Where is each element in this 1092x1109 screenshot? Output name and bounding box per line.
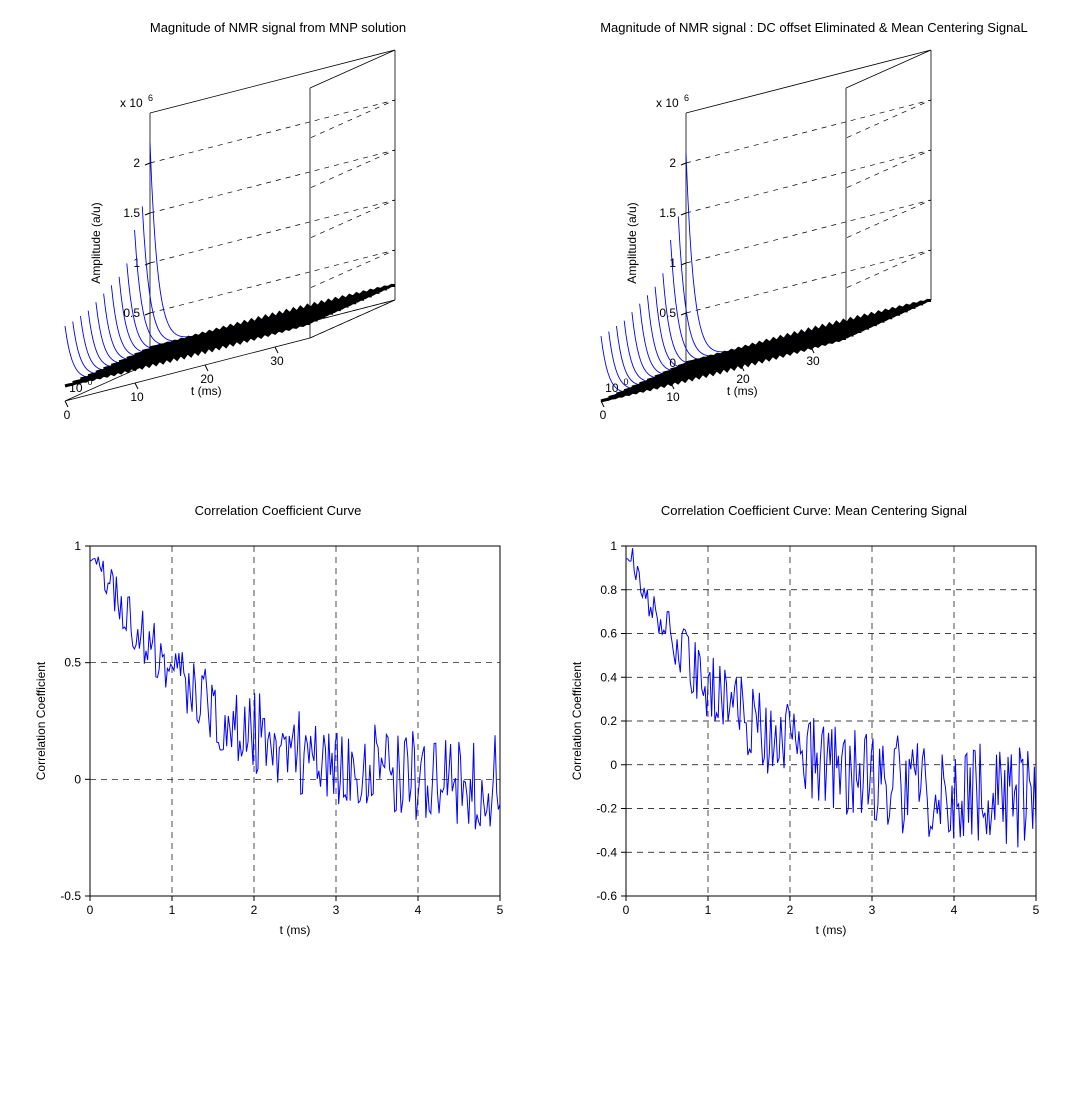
svg-text:t (ms): t (ms): [191, 384, 222, 398]
svg-text:3: 3: [333, 903, 340, 917]
svg-text:-0.6: -0.6: [596, 889, 617, 903]
chart-3d-left: 010203010000.511.52x 106t (ms)MNP concen…: [20, 43, 520, 443]
svg-text:2: 2: [669, 156, 676, 170]
svg-text:1: 1: [74, 539, 81, 553]
svg-text:4: 4: [951, 903, 958, 917]
svg-text:Correlation Coefficient: Correlation Coefficient: [570, 661, 584, 780]
chart-title: Correlation Coefficient Curve: [20, 503, 536, 518]
svg-text:10: 10: [130, 390, 144, 404]
svg-text:0: 0: [600, 408, 607, 422]
svg-text:1: 1: [169, 903, 176, 917]
svg-text:30: 30: [270, 354, 284, 368]
svg-text:1.5: 1.5: [659, 206, 676, 220]
panel-top-left: Magnitude of NMR signal from MNP solutio…: [20, 20, 536, 443]
chart-3d-right: 010203010000.511.52x 106t (ms)MNP concen…: [556, 43, 1056, 443]
svg-text:Amplitude (a/u): Amplitude (a/u): [89, 202, 103, 283]
svg-text:0.4: 0.4: [600, 670, 617, 684]
svg-text:6: 6: [148, 93, 153, 103]
chart-title: Magnitude of NMR signal from MNP solutio…: [20, 20, 536, 35]
svg-text:2: 2: [251, 903, 258, 917]
svg-text:3: 3: [869, 903, 876, 917]
svg-text:-0.2: -0.2: [596, 802, 617, 816]
svg-text:4: 4: [415, 903, 422, 917]
svg-text:-0.4: -0.4: [596, 845, 617, 859]
panel-bottom-left: Correlation Coefficient Curve 0 1 2 3 4 5 -0.5…: [20, 503, 536, 946]
figure-grid: Magnitude of NMR signal from MNP solutio…: [20, 20, 1072, 946]
panel-top-right: Magnitude of NMR signal : DC offset Elim…: [556, 20, 1072, 443]
panel-bottom-right: Correlation Coefficient Curve: Mean Cent…: [556, 503, 1072, 946]
chart-2d-right: 0 1 2 3 4 5 -0.6 -0.4 -0.2 0 0.2 0.4 0.6 0.8 1 t (ms) Co…: [556, 526, 1056, 946]
svg-text:x 10: x 10: [120, 96, 143, 110]
chart-title: Correlation Coefficient Curve: Mean Cent…: [556, 503, 1072, 518]
svg-text:0: 0: [610, 758, 617, 772]
svg-text:30: 30: [806, 354, 820, 368]
svg-text:t (ms): t (ms): [280, 923, 311, 937]
chart-title: Magnitude of NMR signal : DC offset Elim…: [556, 20, 1072, 35]
svg-text:-0.5: -0.5: [60, 889, 81, 903]
svg-text:Amplitude (a/u): Amplitude (a/u): [625, 202, 639, 283]
svg-text:1: 1: [610, 539, 617, 553]
svg-text:1: 1: [705, 903, 712, 917]
svg-text:0.8: 0.8: [600, 583, 617, 597]
svg-text:0: 0: [624, 377, 629, 387]
svg-text:0: 0: [64, 408, 71, 422]
svg-text:t (ms): t (ms): [727, 384, 758, 398]
svg-text:t (ms): t (ms): [816, 923, 847, 937]
svg-text:5: 5: [497, 903, 504, 917]
svg-text:6: 6: [684, 93, 689, 103]
svg-text:0: 0: [623, 903, 630, 917]
svg-text:1.5: 1.5: [123, 206, 140, 220]
svg-text:Correlation Coefficient: Correlation Coefficient: [34, 661, 48, 780]
svg-text:2: 2: [133, 156, 140, 170]
svg-text:0: 0: [87, 903, 94, 917]
chart-2d-left: 0 1 2 3 4 5 -0.5 0 0.5 1 t (ms) Correlation Coeffic…: [20, 526, 520, 946]
svg-text:0.5: 0.5: [64, 656, 81, 670]
svg-text:x 10: x 10: [656, 96, 679, 110]
svg-text:5: 5: [1033, 903, 1040, 917]
svg-text:10: 10: [666, 390, 680, 404]
svg-text:0: 0: [74, 772, 81, 786]
svg-text:0.2: 0.2: [600, 714, 617, 728]
svg-text:2: 2: [787, 903, 794, 917]
svg-text:0.6: 0.6: [600, 627, 617, 641]
